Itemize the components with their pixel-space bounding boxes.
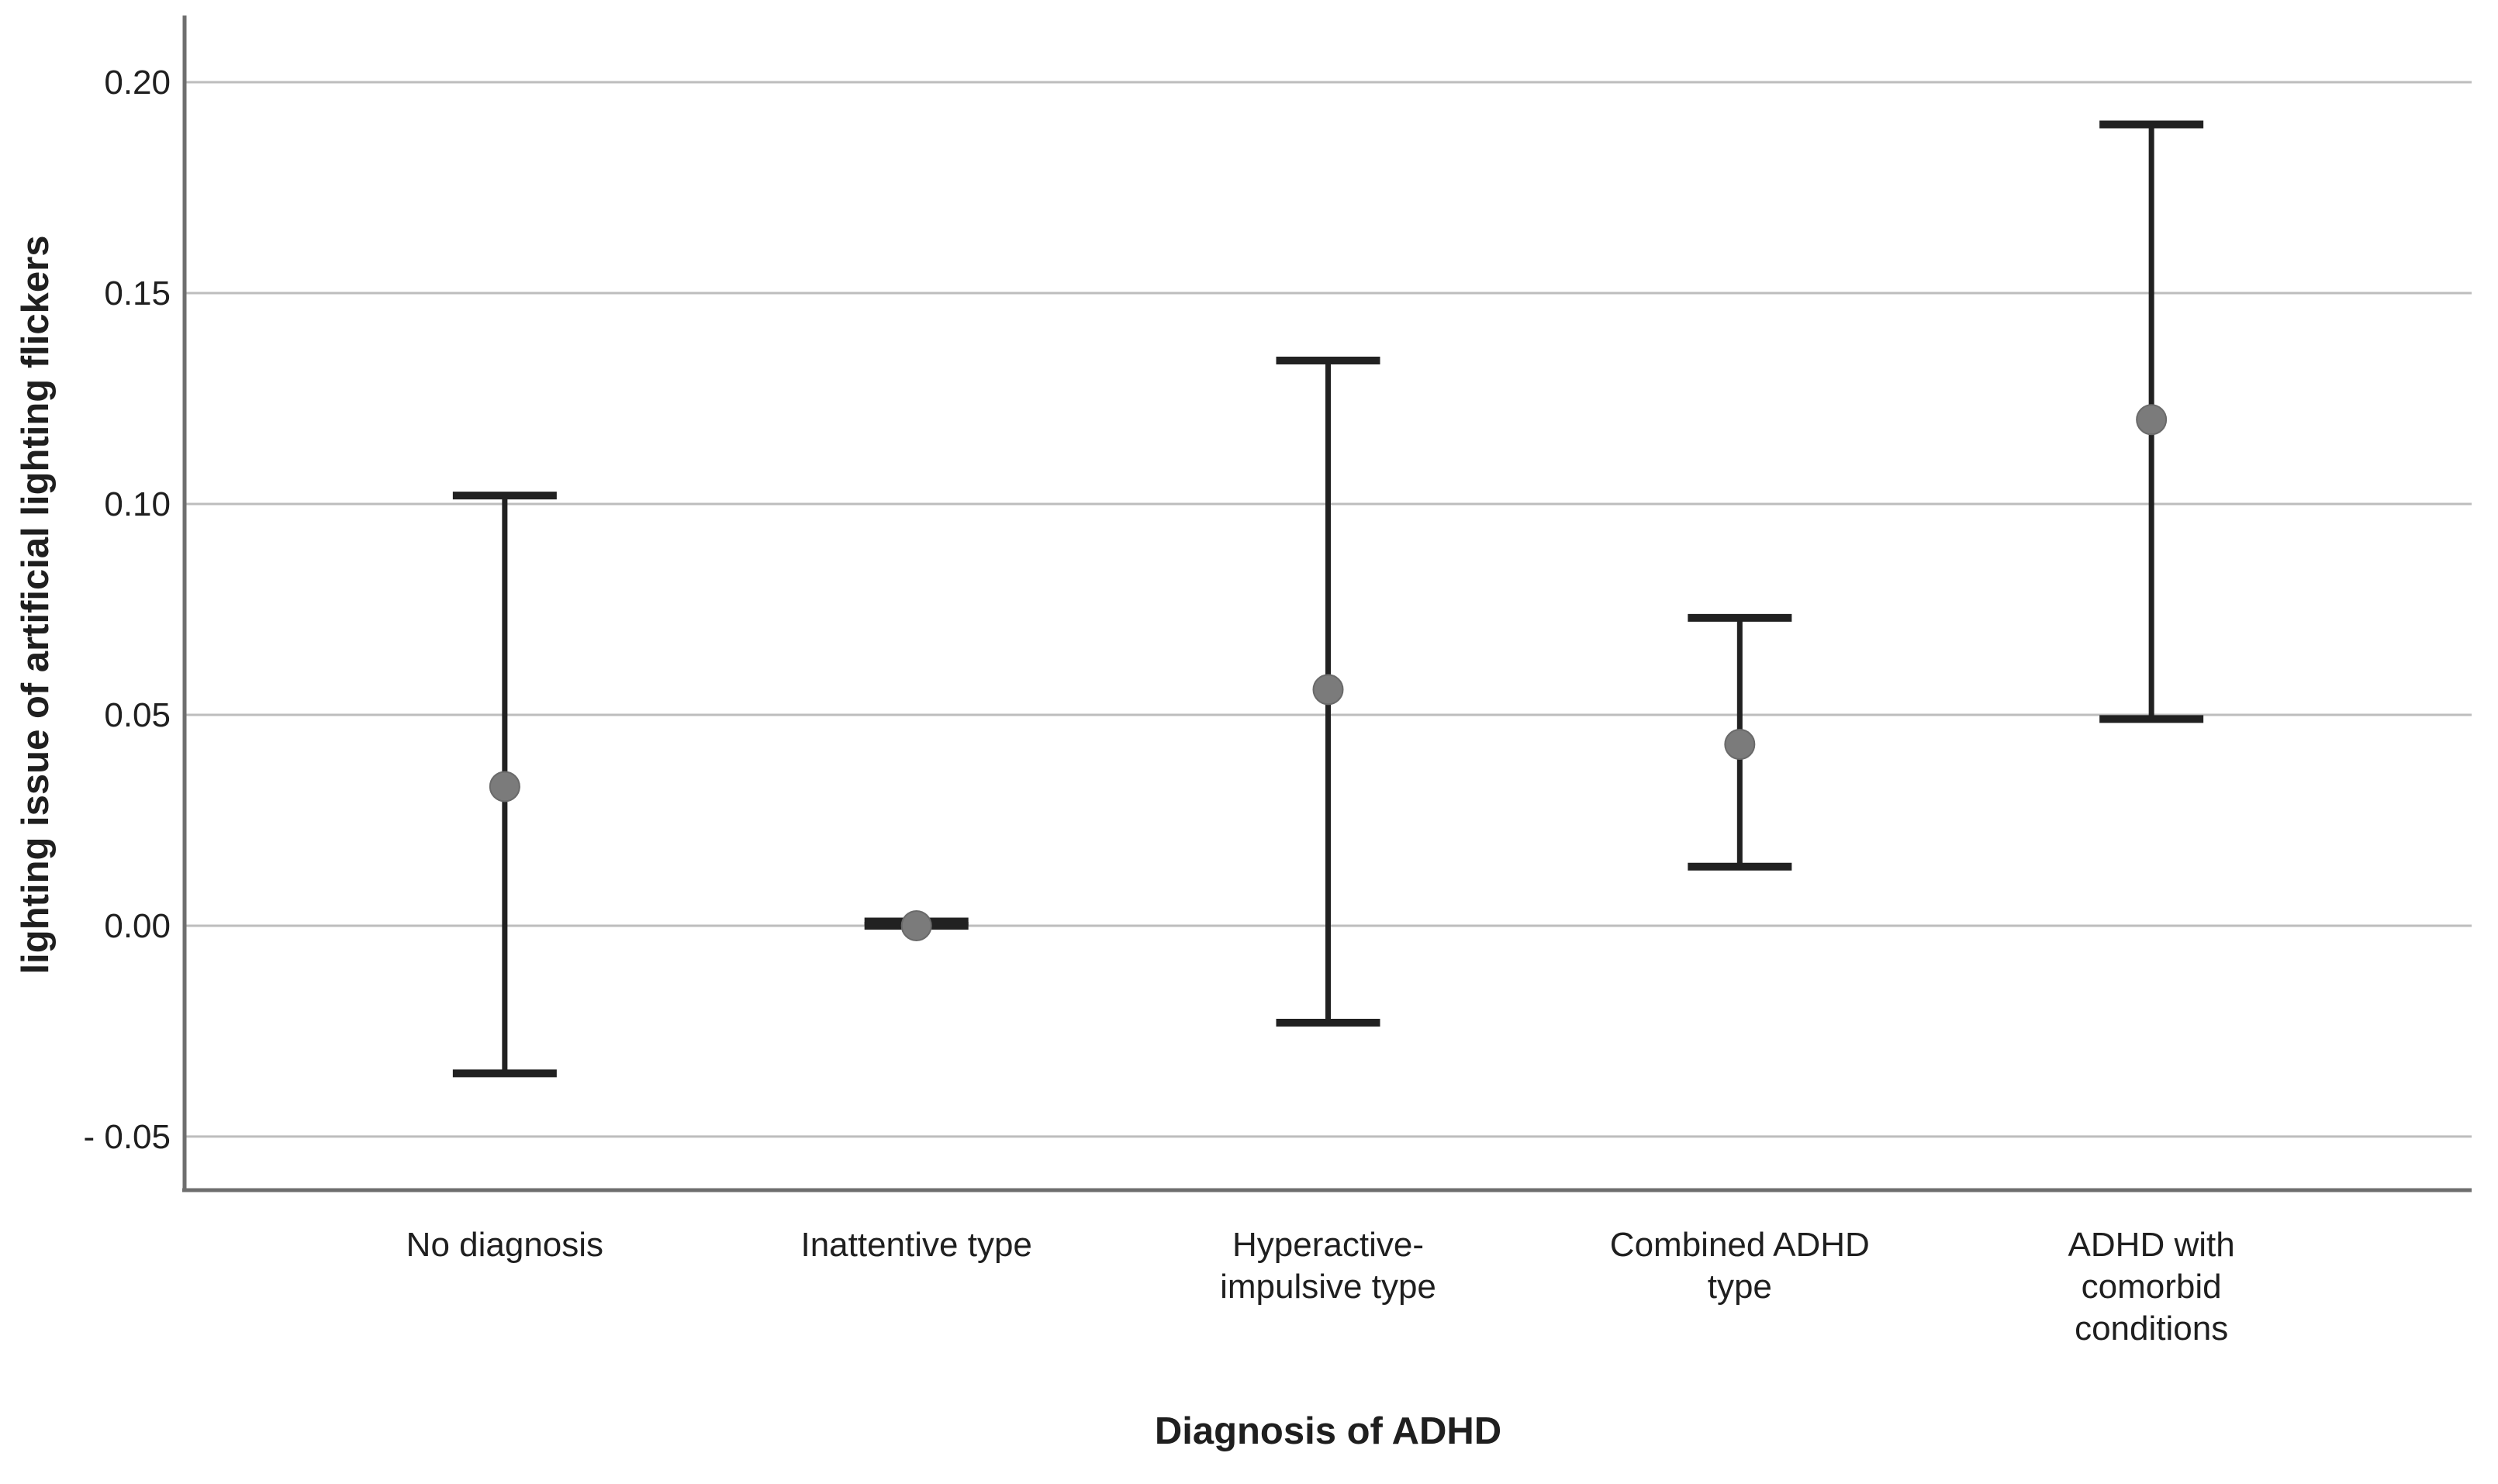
mean-marker [1312,674,1344,706]
y-axis-title: lighting issue of artificial lighting fl… [15,236,57,975]
x-category-label: Combined ADHD [1610,1226,1870,1264]
mean-marker [2136,404,2168,436]
y-tick-label: - 0.05 [83,1118,171,1156]
x-category-label: type [1708,1268,1772,1306]
mean-marker [489,771,520,802]
x-category-label: Inattentive type [800,1226,1031,1264]
x-category-label: No diagnosis [406,1226,603,1264]
x-category-label: Hyperactive- [1232,1226,1424,1264]
y-tick-label: 0.05 [104,696,171,734]
mean-marker [900,909,932,941]
x-category-label: comorbid [2082,1268,2222,1306]
x-axis-title: Diagnosis of ADHD [1155,1410,1501,1452]
mean-marker [1724,729,1756,761]
y-tick-label: 0.20 [104,64,171,102]
x-category-label: ADHD with [2068,1226,2235,1264]
y-tick-label: 0.10 [104,485,171,523]
y-tick-label: 0.15 [104,274,171,312]
x-category-label: impulsive type [1220,1268,1436,1306]
y-tick-label: 0.00 [104,907,171,945]
x-category-label: conditions [2075,1310,2228,1348]
